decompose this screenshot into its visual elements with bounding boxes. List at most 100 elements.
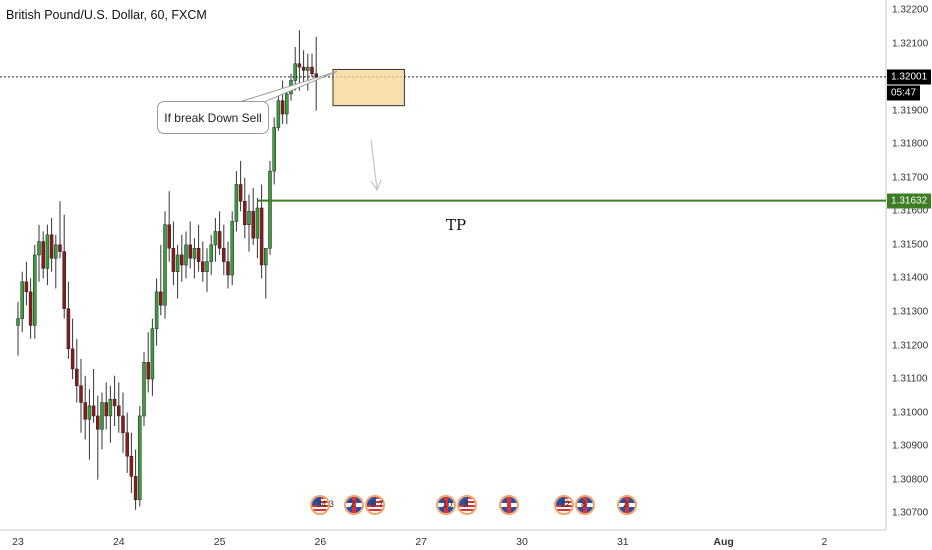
flag-graphic: [438, 497, 455, 513]
price-axis[interactable]: 1.32200 1.32100 1.31900 1.31800 1.31700 1.316…: [886, 0, 932, 530]
candle-body: [301, 66, 306, 71]
candle-body: [184, 244, 188, 266]
flag-graphic: [367, 497, 383, 513]
candle-body: [238, 184, 243, 202]
price-tick-label: 1.31300: [892, 306, 929, 318]
flag-graphic: [346, 497, 362, 513]
us-flag-icon[interactable]: [365, 495, 385, 515]
candle-body: [167, 224, 171, 249]
price-tick-label: 1.31600: [892, 205, 929, 217]
flag-graphic: [556, 497, 572, 513]
candle-body: [272, 127, 276, 172]
candle-body: [24, 281, 29, 293]
plot-grid: [0, 0, 887, 531]
event-count-label: 2: [350, 499, 356, 509]
uk-flag-icon[interactable]: [499, 495, 520, 515]
candle-body: [75, 368, 79, 387]
price-tick-label: 1.31200: [892, 340, 929, 351]
price-tick-label: 1.31000: [892, 407, 929, 419]
candle-body: [79, 385, 83, 403]
candle-body: [91, 405, 96, 417]
candle-body: [163, 224, 167, 306]
candle-body: [83, 402, 87, 420]
candle-body: [16, 318, 20, 326]
us-flag-icon[interactable]: [310, 495, 331, 515]
candle-body: [196, 247, 201, 262]
candle-body: [104, 402, 108, 417]
time-tick-label: 30: [516, 536, 528, 548]
candle-body: [175, 254, 180, 272]
event-count-label: 34 3: [316, 499, 334, 509]
candle-body: [280, 100, 285, 115]
candle-body: [171, 247, 176, 272]
supply-zone-box: [332, 68, 405, 107]
candle-body: [251, 211, 255, 239]
candle-body: [255, 207, 260, 239]
candle-body: [188, 244, 192, 259]
candle-body: [180, 254, 184, 266]
candle-body: [243, 201, 247, 225]
chart-title: British Pound/U.S. Dollar, 60, FXCM: [6, 8, 207, 22]
candle-body: [259, 207, 264, 266]
current-price-badge: 1.32001: [887, 69, 932, 85]
candle-body: [150, 328, 155, 380]
candle-body: [49, 234, 54, 259]
candle-body: [125, 432, 129, 457]
candle-body: [70, 348, 75, 370]
candle-body: [230, 221, 234, 276]
target-label: TP: [446, 216, 467, 234]
candle-body: [100, 402, 104, 430]
candle-body: [154, 291, 159, 329]
candle-body: [293, 63, 297, 81]
price-tick-label: 1.31700: [892, 172, 929, 184]
callout-box[interactable]: If break Down Sell: [157, 101, 269, 134]
countdown-badge: 05:47: [887, 85, 921, 101]
candle-body: [213, 231, 218, 246]
price-tick-label: 1.30800: [892, 474, 929, 486]
sell-arrow-shaft: [370, 139, 378, 190]
candles-layer: [16, 30, 318, 510]
time-tick-label: 23: [12, 536, 24, 548]
candle-body: [285, 93, 289, 115]
candle-body: [108, 398, 113, 417]
us-flag-icon[interactable]: [554, 495, 574, 515]
uk-flag-icon[interactable]: [344, 495, 364, 515]
event-count-label: 6 7: [371, 499, 384, 509]
flag-graphic: [312, 497, 329, 513]
time-axis[interactable]: 23 24 25 26 27 30 31 Aug 2: [0, 530, 886, 550]
uk-flag-icon[interactable]: [436, 495, 457, 515]
price-tick-label: 1.32100: [892, 38, 929, 50]
event-count-label: 8: [581, 499, 587, 509]
us-flag-icon[interactable]: [457, 495, 478, 515]
overlays-layer: [0, 68, 886, 202]
candle-body: [159, 291, 163, 306]
uk-flag-icon[interactable]: [617, 495, 637, 515]
uk-flag-icon[interactable]: [575, 495, 595, 515]
time-tick-label: Aug: [713, 536, 734, 548]
candle-body: [201, 261, 205, 272]
candle-body: [28, 291, 33, 326]
callout-text: If break Down Sell: [164, 110, 262, 125]
flag-graphic: [459, 497, 476, 513]
event-count-label: 3: [463, 499, 469, 509]
price-tick-label: 1.32200: [892, 4, 929, 16]
candle-body: [112, 398, 117, 407]
candle-body: [268, 170, 272, 249]
candle-body: [121, 415, 125, 433]
price-tick-label: 1.31500: [892, 239, 929, 251]
price-tick-label: 1.31900: [892, 105, 929, 117]
candle-body: [87, 405, 92, 420]
candle-body: [247, 211, 251, 225]
candle-body: [297, 63, 302, 68]
candle-body: [222, 247, 226, 262]
event-count-label: 10: [442, 499, 453, 509]
candle-body: [142, 362, 146, 417]
candle-body: [33, 254, 37, 326]
sell-arrow-head: [370, 179, 382, 192]
candle-body: [41, 241, 45, 269]
price-tick-label: 1.30700: [892, 507, 929, 519]
candle-body: [226, 261, 230, 276]
candle-body: [205, 261, 209, 272]
time-tick-label: 2: [821, 536, 828, 548]
